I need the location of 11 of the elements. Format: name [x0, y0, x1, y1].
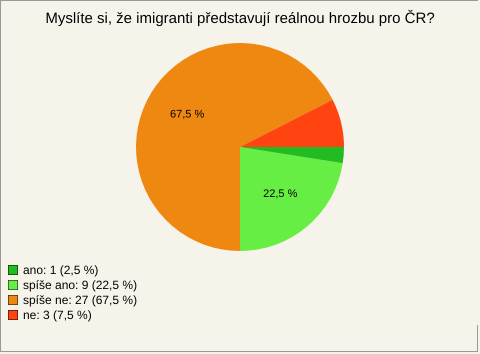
- data-label: 22,5 %: [263, 188, 298, 200]
- chart-title: Myslíte si, že imigranti představují reálnou hrozbu pro ČR?: [45, 9, 435, 27]
- legend-label: spíše ano: 9 (22,5 %): [23, 278, 138, 292]
- data-label: 67,5 %: [170, 108, 204, 121]
- pie-slice: [240, 147, 344, 164]
- legend-label: ne: 3 (7,5 %): [23, 308, 92, 322]
- pie-slice: [240, 147, 343, 251]
- legend-label: ano: 1 (2,5 %): [23, 263, 98, 277]
- pie-slice: [240, 100, 344, 147]
- pie-slice: [136, 43, 333, 251]
- legend-label: spíše ne: 27 (67,5 %): [23, 293, 138, 307]
